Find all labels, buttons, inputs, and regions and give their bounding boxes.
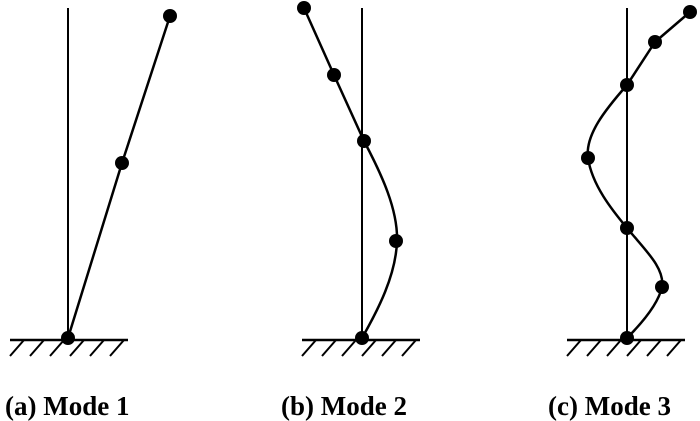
fixed-support: [9, 338, 128, 357]
node: [115, 156, 129, 170]
fixed-support: [566, 338, 685, 357]
panel-caption: (c) Mode 3: [548, 391, 671, 421]
node: [581, 151, 595, 165]
node: [61, 331, 75, 345]
panel-caption: (a) Mode 1: [5, 391, 129, 421]
panel-mode-3: (c) Mode 3: [548, 5, 697, 421]
mode-shape-curve: [302, 6, 399, 340]
mode-shape-curve: [66, 14, 172, 340]
node: [355, 331, 369, 345]
node: [163, 9, 177, 23]
panel-mode-1: (a) Mode 1: [5, 8, 177, 421]
node: [327, 68, 341, 82]
node: [389, 234, 403, 248]
fixed-support: [301, 338, 420, 357]
node: [683, 5, 697, 19]
node: [620, 221, 634, 235]
node: [620, 331, 634, 345]
panel-caption: (b) Mode 2: [281, 391, 407, 421]
mode-shape-curve: [586, 10, 692, 340]
panel-mode-2: (b) Mode 2: [281, 1, 420, 421]
node: [297, 1, 311, 15]
node: [655, 280, 669, 294]
node: [620, 78, 634, 92]
node: [357, 134, 371, 148]
node: [648, 35, 662, 49]
